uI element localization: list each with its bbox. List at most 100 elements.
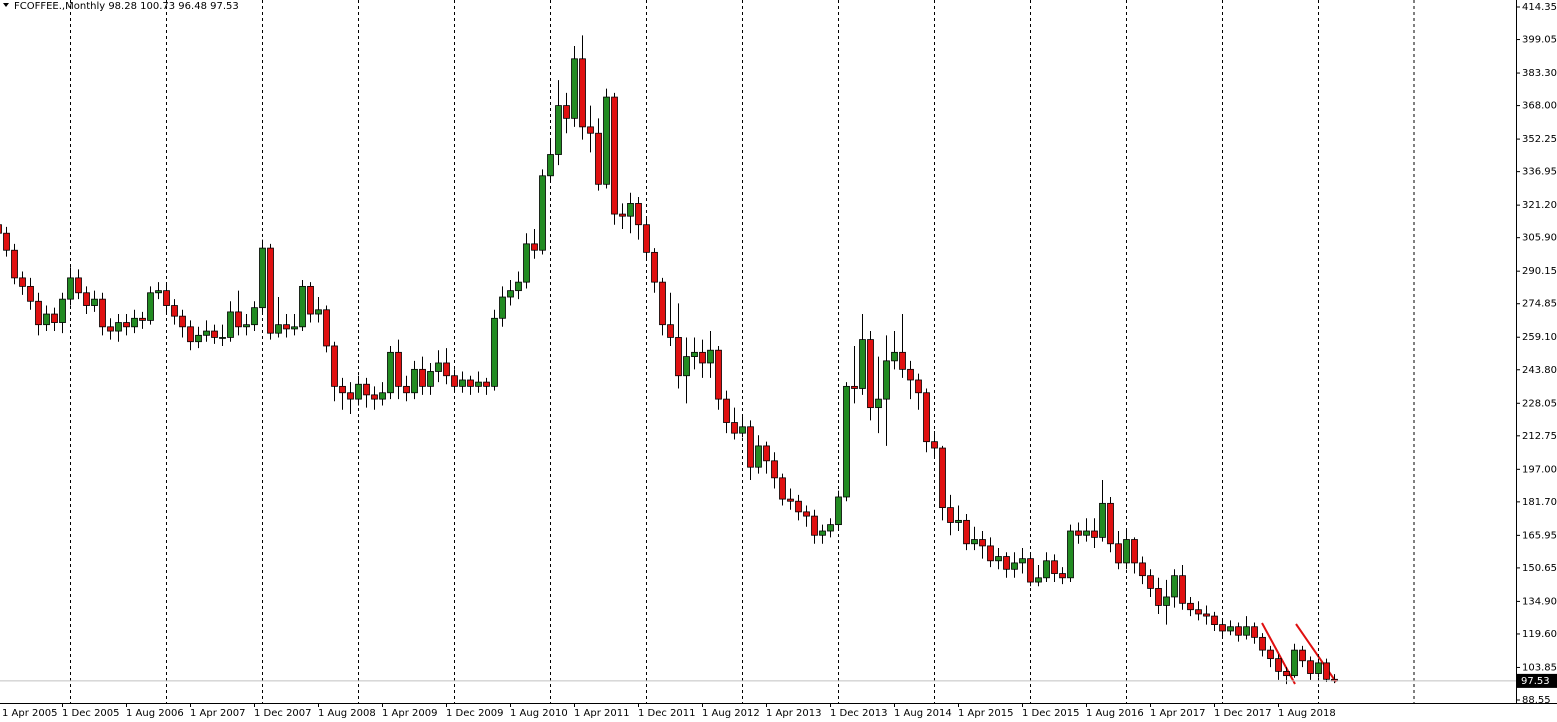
candle-body xyxy=(299,285,306,328)
candle-body xyxy=(795,500,802,513)
candle-body xyxy=(579,58,586,128)
candle-body xyxy=(371,394,378,400)
candle-body xyxy=(747,426,754,468)
candle-body xyxy=(587,126,594,134)
y-tick-label: 88.55 xyxy=(1522,695,1551,706)
candle-body xyxy=(427,371,434,387)
candle-body xyxy=(291,326,298,330)
current-price-box xyxy=(1517,673,1557,688)
candle-body xyxy=(939,447,946,509)
candle-body xyxy=(667,324,674,338)
candle-body xyxy=(395,351,402,387)
candle-body xyxy=(1315,662,1322,674)
candle-body xyxy=(1123,539,1130,564)
x-tick-label: 1 Dec 2005 xyxy=(62,708,120,719)
candle-body xyxy=(379,392,386,400)
candle-body xyxy=(83,292,90,306)
candle-body xyxy=(1171,575,1178,598)
candle-body xyxy=(987,545,994,562)
candle-body xyxy=(739,426,746,434)
candle-body xyxy=(363,383,370,396)
y-tick-label: 150.65 xyxy=(1522,563,1557,574)
candle-body xyxy=(411,368,418,394)
candle-body xyxy=(419,368,426,387)
candle-body xyxy=(459,379,466,387)
candle-body xyxy=(955,519,962,523)
candle-body xyxy=(43,313,50,326)
x-tick-label: 1 Apr 2011 xyxy=(574,708,629,719)
candle-body xyxy=(1235,626,1242,636)
candle-body xyxy=(595,132,602,185)
candle-body xyxy=(691,351,698,357)
y-tick-label: 103.85 xyxy=(1522,662,1557,673)
candle-body xyxy=(1267,649,1274,660)
y-tick-label: 119.60 xyxy=(1522,629,1557,640)
candle-body xyxy=(867,339,874,409)
candle-body xyxy=(3,232,10,251)
y-tick-label: 165.95 xyxy=(1522,530,1557,541)
candle-body xyxy=(1043,560,1050,579)
candle-body xyxy=(755,445,762,468)
x-tick-label: 1 Aug 2012 xyxy=(702,708,760,719)
candle-body xyxy=(1307,660,1314,674)
candle-body xyxy=(1195,609,1202,615)
candle-body xyxy=(627,203,634,217)
candle-body xyxy=(835,496,842,526)
candle-body xyxy=(1187,602,1194,611)
candle-body xyxy=(171,305,178,317)
candle-body xyxy=(179,315,186,328)
candle-body xyxy=(1075,530,1082,536)
candle-body xyxy=(547,154,554,177)
candle-body xyxy=(603,96,610,185)
y-tick-label: 336.95 xyxy=(1522,167,1557,178)
candle-body xyxy=(851,385,858,389)
x-tick-label: 1 Aug 2006 xyxy=(126,708,184,719)
candle-body xyxy=(1011,562,1018,570)
candle-body xyxy=(659,281,666,326)
x-tick-label: 1 Dec 2017 xyxy=(1214,708,1272,719)
candle-body xyxy=(51,313,58,323)
candle-body xyxy=(219,337,226,339)
candle-body xyxy=(859,339,866,389)
candle-body xyxy=(1275,658,1282,672)
candle-body xyxy=(27,285,34,302)
candle-body xyxy=(875,398,882,409)
candle-body xyxy=(75,277,82,294)
candle-body xyxy=(723,398,730,423)
candle-body xyxy=(203,330,210,336)
candle-body xyxy=(1203,613,1210,617)
candle-body xyxy=(339,385,346,394)
candle-body xyxy=(147,292,154,321)
candle-body xyxy=(811,515,818,536)
candle-body xyxy=(1227,626,1234,632)
candle-body xyxy=(1251,626,1258,638)
candle-body xyxy=(347,392,354,400)
candle-body xyxy=(907,368,914,381)
candle-body xyxy=(995,556,1002,562)
candle-body xyxy=(1139,562,1146,577)
candle-body xyxy=(155,290,162,294)
candle-body xyxy=(259,247,266,309)
y-tick-label: 321.20 xyxy=(1522,200,1557,211)
candle-body xyxy=(643,224,650,253)
candle-body xyxy=(115,322,122,332)
candle-body xyxy=(467,379,474,387)
candle-body xyxy=(107,326,114,332)
candle-body xyxy=(483,381,490,387)
candle-body xyxy=(139,317,146,321)
candle-body xyxy=(931,441,938,449)
candle-body xyxy=(99,298,106,328)
candle-body xyxy=(1283,670,1290,677)
candle-body xyxy=(1099,502,1106,538)
candle-body xyxy=(523,243,530,283)
candle-body xyxy=(763,445,770,462)
candle-body xyxy=(891,351,898,362)
candle-body xyxy=(531,243,538,251)
candle-body xyxy=(619,213,626,217)
candle-body xyxy=(1003,556,1010,570)
y-tick-label: 274.85 xyxy=(1522,299,1557,310)
candle-body xyxy=(1259,636,1266,651)
chart-title: FCOFFEE.,Monthly 98.28 100.73 96.48 97.5… xyxy=(14,1,239,12)
candle-body xyxy=(1107,502,1114,545)
